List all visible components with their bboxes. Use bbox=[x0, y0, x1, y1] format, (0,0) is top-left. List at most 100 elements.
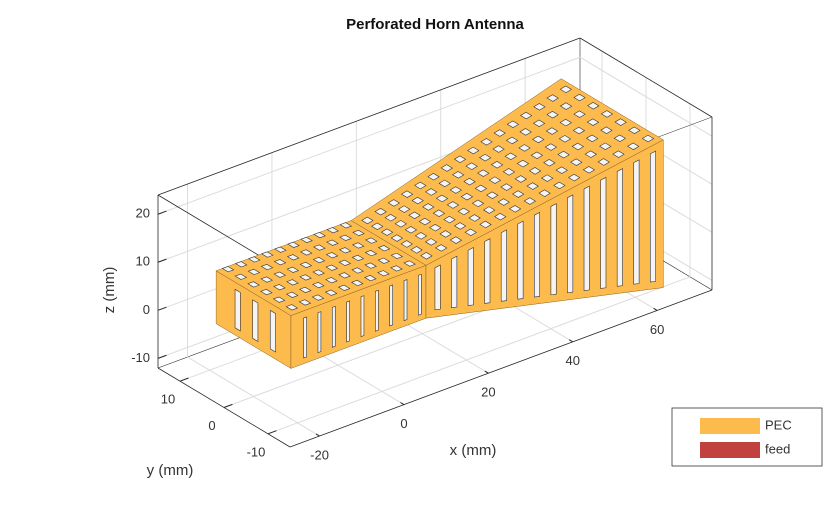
hole bbox=[410, 246, 423, 254]
hole bbox=[325, 252, 339, 259]
hole bbox=[429, 224, 442, 232]
hole bbox=[377, 245, 391, 252]
hole bbox=[365, 237, 378, 244]
hole bbox=[451, 171, 465, 179]
hole bbox=[443, 215, 456, 224]
slot bbox=[517, 220, 524, 300]
hole bbox=[516, 159, 530, 168]
z-tick-label: 10 bbox=[136, 254, 150, 269]
hole bbox=[424, 238, 438, 246]
hole bbox=[364, 275, 377, 282]
hole bbox=[411, 196, 424, 205]
hole bbox=[338, 247, 352, 254]
y-tick bbox=[267, 430, 277, 435]
slot bbox=[434, 264, 441, 311]
hole bbox=[464, 228, 477, 237]
hole bbox=[628, 126, 641, 135]
hole bbox=[351, 242, 365, 249]
hole bbox=[325, 264, 339, 271]
hole bbox=[474, 184, 488, 193]
grid-line bbox=[157, 56, 581, 215]
hole bbox=[273, 271, 287, 278]
hole bbox=[584, 150, 597, 158]
hole bbox=[519, 128, 532, 136]
x-tick-label: 60 bbox=[650, 322, 664, 337]
slot bbox=[303, 316, 307, 359]
hole bbox=[313, 244, 326, 251]
hole bbox=[273, 284, 286, 291]
hole bbox=[299, 261, 313, 269]
hole bbox=[374, 207, 387, 216]
hole bbox=[422, 203, 435, 211]
slot bbox=[389, 284, 393, 327]
hole bbox=[286, 279, 299, 286]
hole bbox=[482, 206, 496, 214]
hole bbox=[364, 262, 377, 269]
hole bbox=[387, 199, 401, 207]
hole bbox=[571, 142, 585, 151]
hole bbox=[325, 277, 338, 284]
hole bbox=[613, 134, 627, 143]
hole bbox=[612, 150, 625, 158]
hole bbox=[572, 126, 586, 135]
hole bbox=[532, 119, 546, 128]
hole bbox=[493, 129, 506, 137]
hole bbox=[586, 118, 600, 126]
hole bbox=[494, 212, 507, 221]
hole bbox=[567, 173, 581, 182]
hole bbox=[538, 189, 551, 197]
hole bbox=[526, 182, 539, 190]
slot bbox=[500, 229, 507, 302]
slot bbox=[252, 299, 259, 343]
slot bbox=[467, 246, 474, 306]
hole bbox=[641, 134, 655, 143]
hole bbox=[559, 118, 572, 127]
hole bbox=[600, 126, 613, 134]
hole bbox=[490, 161, 504, 169]
x-tick-label: 40 bbox=[566, 353, 580, 368]
slot bbox=[583, 185, 590, 291]
hole bbox=[463, 177, 476, 186]
hole bbox=[614, 118, 627, 126]
hole bbox=[479, 220, 492, 229]
hole bbox=[299, 274, 312, 281]
hole bbox=[377, 270, 390, 277]
slot bbox=[600, 176, 607, 289]
hole bbox=[390, 252, 404, 259]
hole bbox=[221, 266, 235, 273]
hole bbox=[394, 220, 407, 228]
hole bbox=[512, 190, 525, 198]
hole bbox=[313, 232, 326, 239]
hole bbox=[424, 188, 438, 196]
hole bbox=[582, 166, 596, 174]
hole bbox=[502, 168, 516, 176]
hole bbox=[480, 138, 493, 146]
y-tick-label: 0 bbox=[208, 418, 215, 433]
x-tick bbox=[568, 339, 573, 343]
hole bbox=[432, 209, 446, 217]
hole bbox=[299, 249, 313, 256]
hole bbox=[390, 265, 403, 272]
y-tick-label: -10 bbox=[247, 444, 266, 459]
hole bbox=[532, 135, 545, 144]
hole bbox=[285, 291, 299, 298]
hole bbox=[350, 279, 364, 287]
hole bbox=[508, 205, 522, 213]
slot bbox=[534, 211, 541, 298]
hole bbox=[471, 199, 485, 208]
hole bbox=[585, 134, 599, 143]
hole bbox=[273, 259, 287, 266]
z-tick-label: 0 bbox=[143, 302, 150, 317]
hole bbox=[557, 150, 570, 159]
hole bbox=[599, 142, 612, 150]
slot bbox=[616, 168, 623, 287]
legend-label: PEC bbox=[765, 417, 792, 432]
box-edge bbox=[579, 37, 713, 118]
slot bbox=[633, 159, 640, 285]
hole bbox=[457, 207, 470, 216]
hole bbox=[403, 260, 416, 267]
hole bbox=[492, 145, 505, 153]
hole bbox=[528, 167, 542, 175]
grid-line bbox=[267, 276, 691, 435]
hole bbox=[400, 240, 413, 248]
